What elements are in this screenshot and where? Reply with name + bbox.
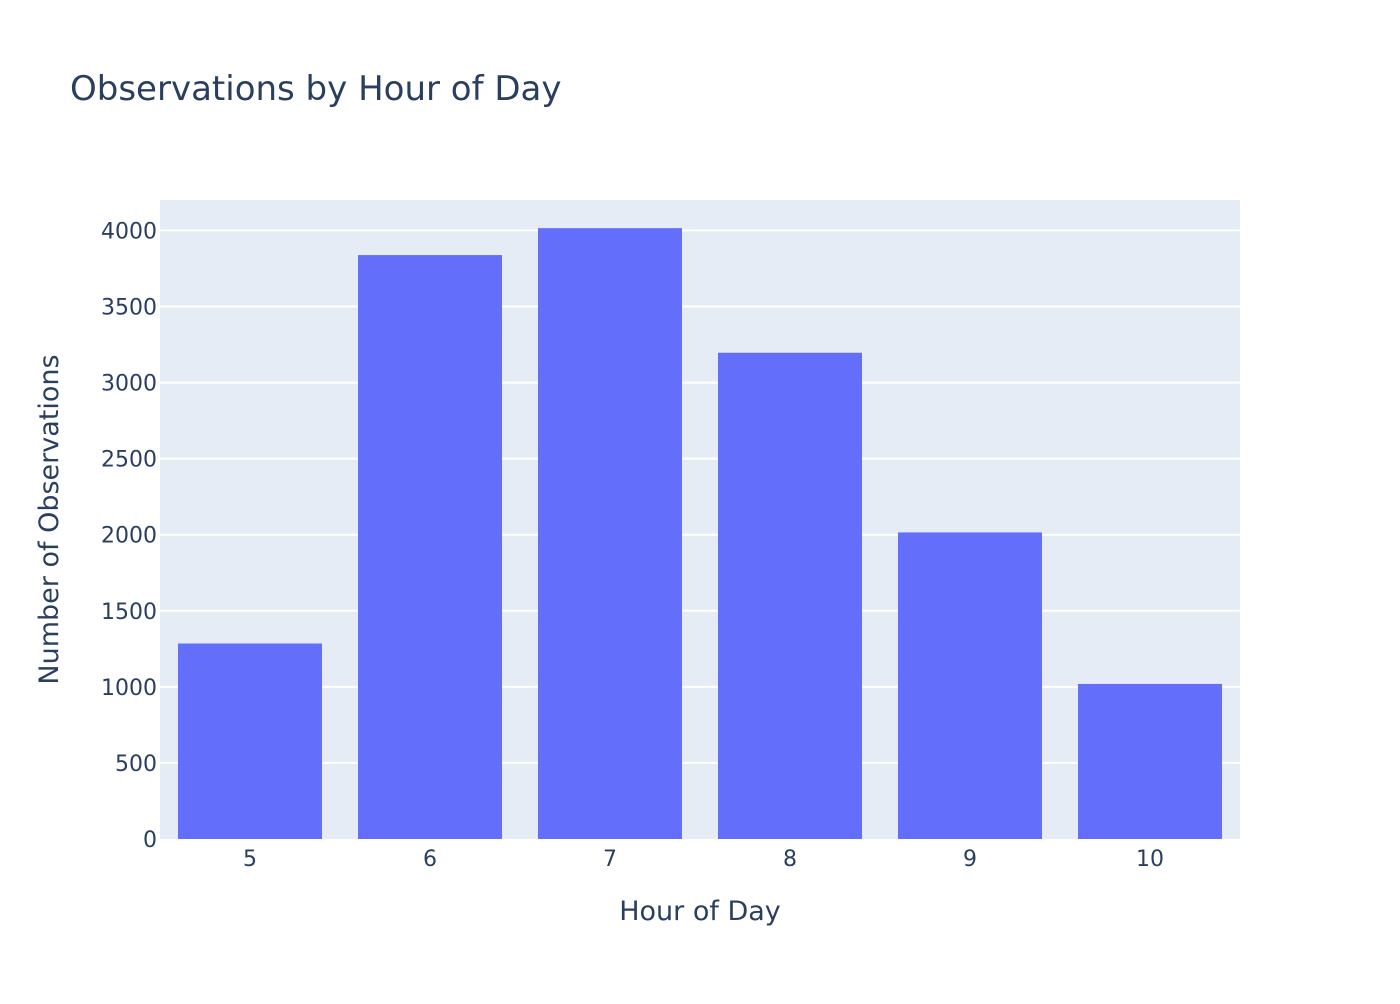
y-tick-label: 1000 (101, 676, 157, 701)
bar (538, 228, 682, 839)
y-axis-ticks: 0 500 1000 1500 2000 2500 3000 3500 4000 (101, 219, 157, 853)
y-tick-label: 2000 (101, 524, 157, 549)
bar (718, 352, 862, 839)
y-tick-label: 2500 (101, 448, 157, 473)
bar (178, 643, 322, 839)
y-axis-title: Number of Observations (34, 354, 65, 684)
bars (178, 228, 1222, 840)
y-tick-label: 3500 (101, 296, 157, 321)
y-tick-label: 0 (143, 828, 157, 853)
bar (358, 255, 502, 840)
y-tick-label: 3000 (101, 372, 157, 397)
bar (898, 532, 1042, 839)
chart-title: Observations by Hour of Day (70, 69, 562, 109)
x-axis-ticks: 5 6 7 8 9 10 (243, 847, 1164, 872)
x-tick-label: 7 (603, 847, 617, 872)
x-axis-title: Hour of Day (619, 896, 781, 927)
x-tick-label: 10 (1136, 847, 1164, 872)
x-tick-label: 6 (423, 847, 437, 872)
gridlines (160, 229, 1240, 764)
y-tick-label: 4000 (101, 219, 157, 244)
bar (1078, 683, 1222, 839)
x-tick-label: 5 (243, 847, 257, 872)
y-tick-label: 500 (115, 752, 157, 777)
x-tick-label: 8 (783, 847, 797, 872)
x-tick-label: 9 (963, 847, 977, 872)
y-tick-label: 1500 (101, 600, 157, 625)
